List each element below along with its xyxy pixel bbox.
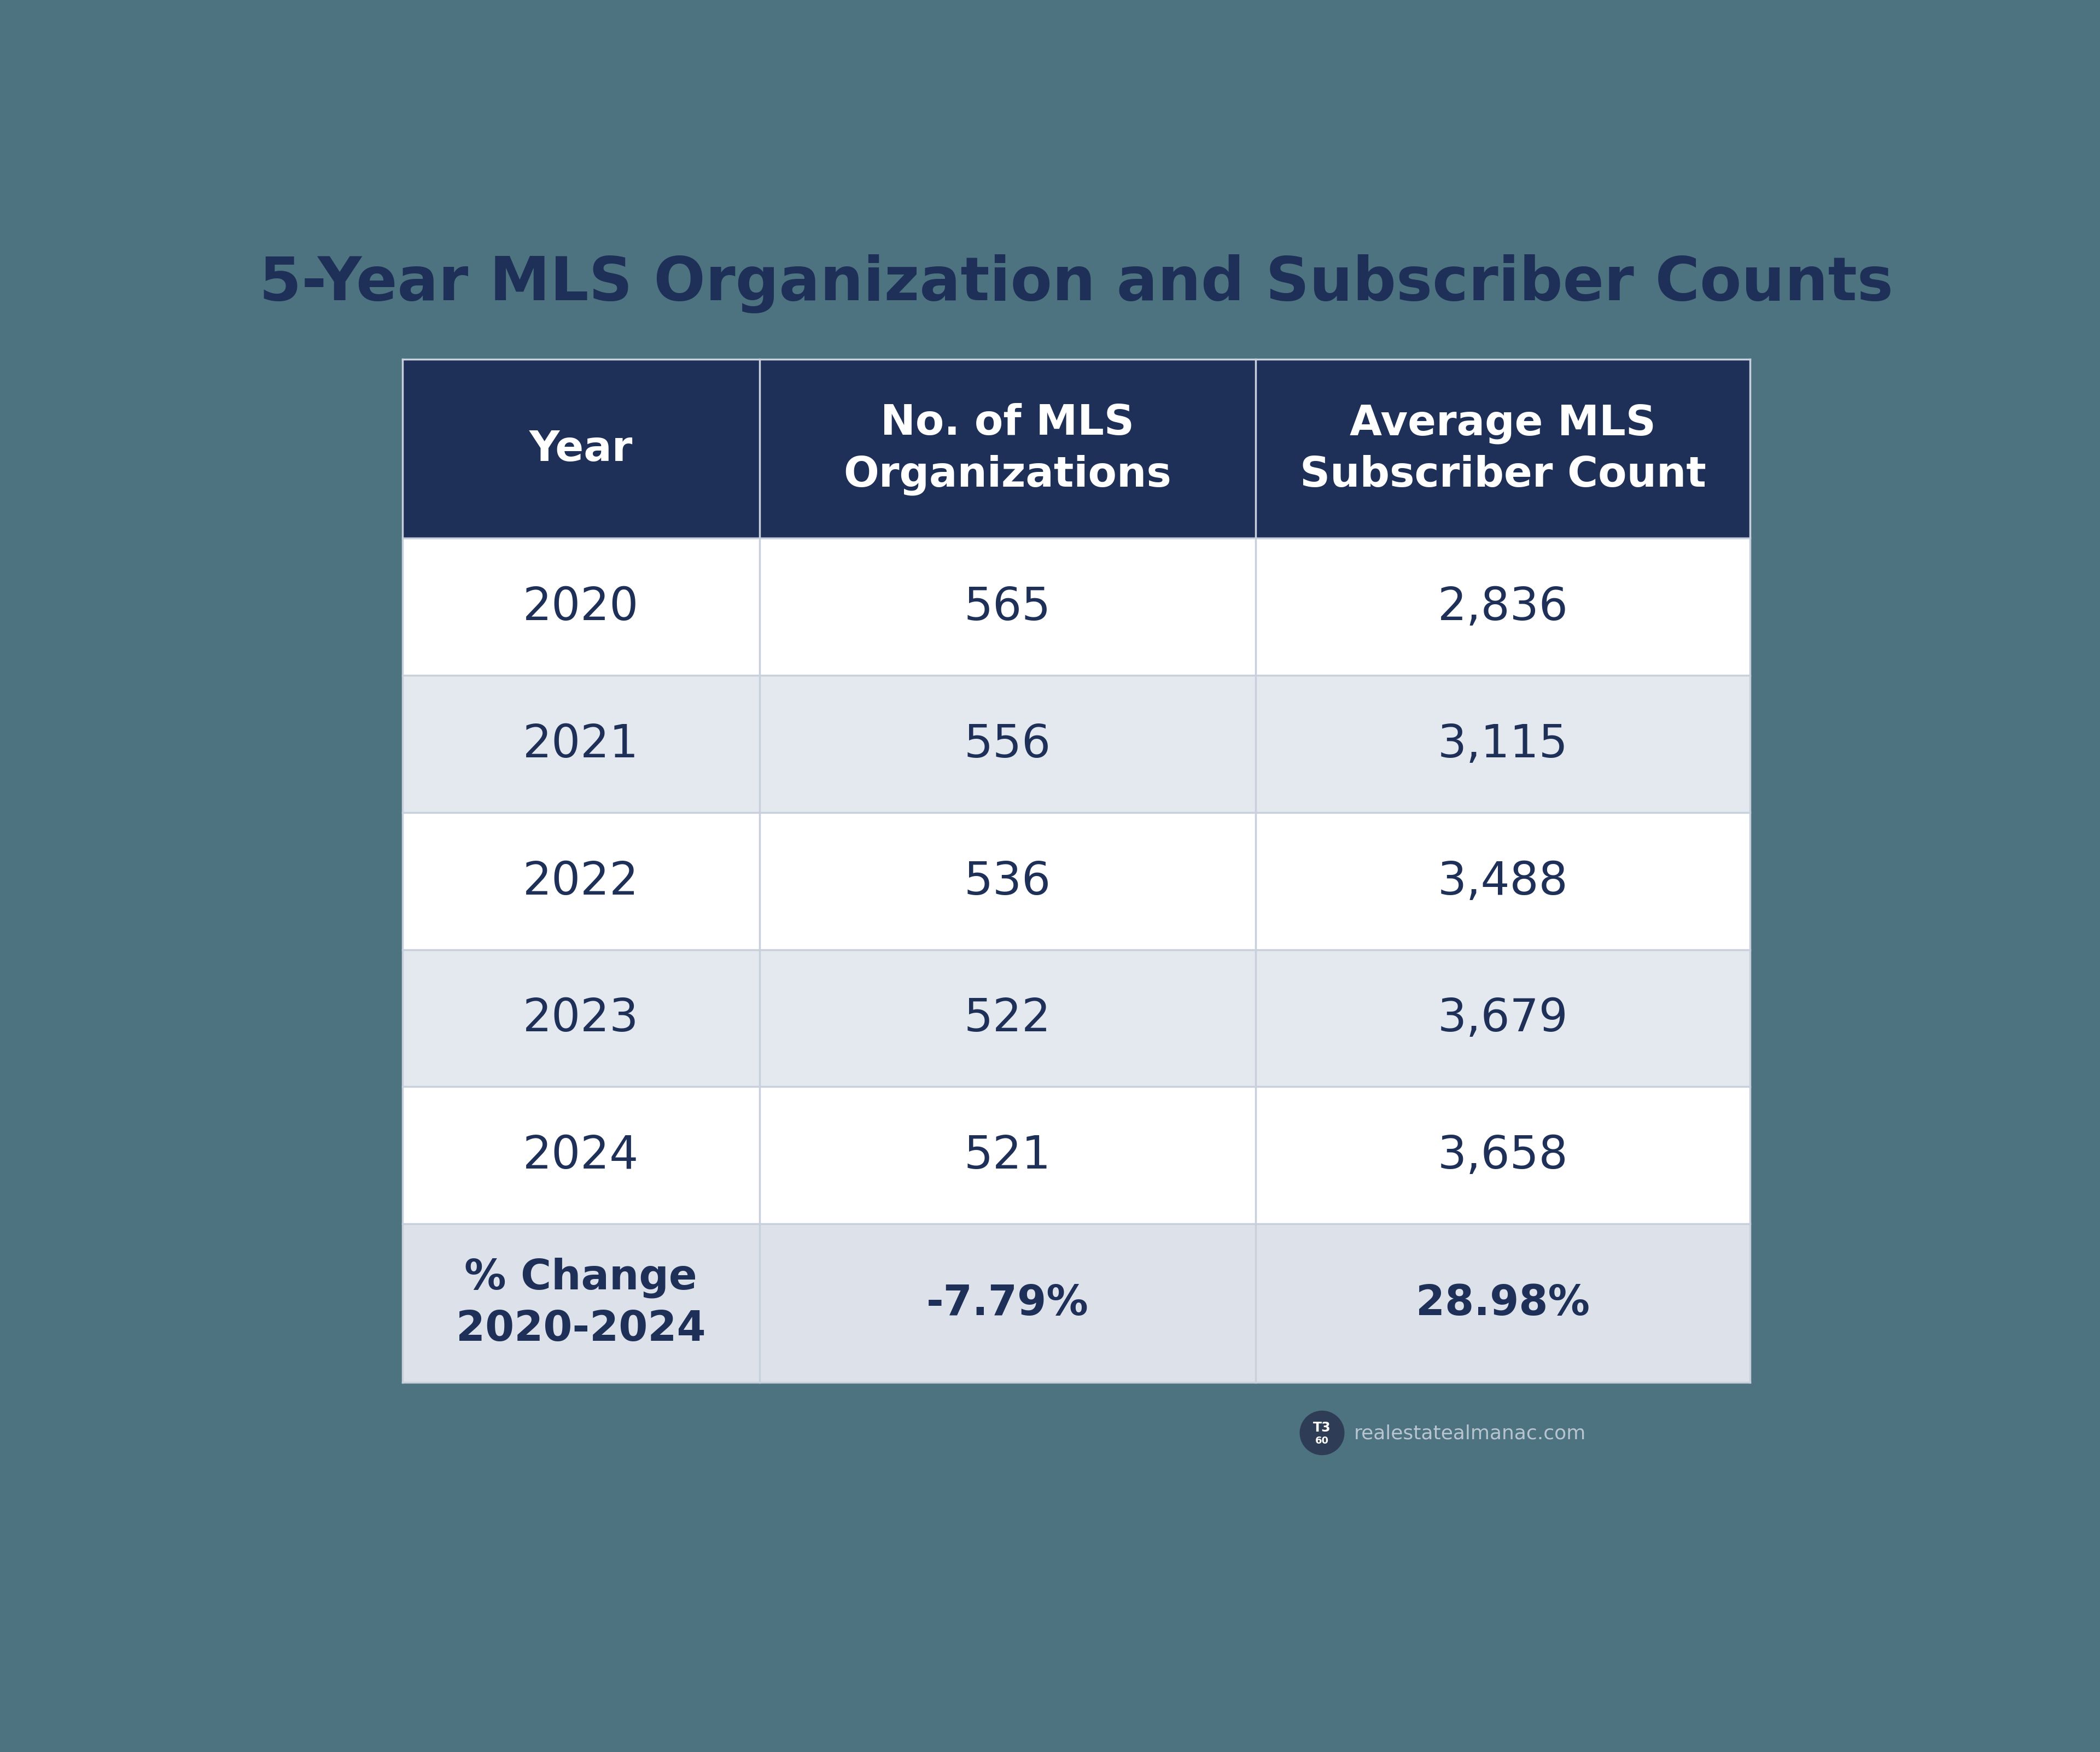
Text: 3,679: 3,679 (1438, 997, 1569, 1041)
Text: 521: 521 (964, 1134, 1052, 1177)
Bar (403, 813, 760, 950)
Text: 3,488: 3,488 (1438, 858, 1569, 904)
Bar (760, 538, 1256, 676)
Text: 2020: 2020 (523, 585, 638, 629)
Text: 3,115: 3,115 (1438, 722, 1569, 766)
Text: 3,658: 3,658 (1438, 1134, 1569, 1177)
Bar (760, 359, 1256, 538)
Bar (1256, 538, 1749, 676)
Bar (1256, 1086, 1749, 1225)
Text: Average MLS
Subscriber Count: Average MLS Subscriber Count (1300, 403, 1705, 496)
Text: 60: 60 (1315, 1435, 1329, 1445)
Bar (1256, 1225, 1749, 1382)
Text: -7.79%: -7.79% (926, 1282, 1088, 1323)
Bar (1256, 359, 1749, 538)
Bar (1256, 813, 1749, 950)
Text: No. of MLS
Organizations: No. of MLS Organizations (844, 403, 1172, 496)
Bar (403, 538, 760, 676)
Bar (1256, 950, 1749, 1086)
Text: 522: 522 (964, 997, 1052, 1041)
Text: realestatealmanac.com: realestatealmanac.com (1354, 1424, 1586, 1442)
Text: 556: 556 (964, 722, 1050, 766)
Bar (403, 676, 760, 813)
Bar (403, 1086, 760, 1225)
Bar (403, 950, 760, 1086)
Text: 536: 536 (964, 858, 1050, 904)
Text: T3: T3 (1312, 1421, 1331, 1433)
Text: 2024: 2024 (523, 1134, 638, 1177)
Bar (403, 1225, 760, 1382)
Text: 2021: 2021 (523, 722, 638, 766)
Text: 2,836: 2,836 (1438, 585, 1569, 629)
Text: 2022: 2022 (523, 858, 638, 904)
Bar (403, 359, 760, 538)
Bar (760, 1225, 1256, 1382)
Text: 2023: 2023 (523, 997, 638, 1041)
Bar (760, 950, 1256, 1086)
Text: Year: Year (529, 429, 632, 470)
Bar (760, 676, 1256, 813)
Text: % Change
2020-2024: % Change 2020-2024 (456, 1258, 706, 1349)
Text: 5-Year MLS Organization and Subscriber Counts: 5-Year MLS Organization and Subscriber C… (258, 254, 1894, 314)
Bar (760, 1086, 1256, 1225)
Circle shape (1300, 1410, 1344, 1454)
Bar (760, 813, 1256, 950)
Text: 28.98%: 28.98% (1415, 1282, 1590, 1323)
Text: 565: 565 (964, 585, 1050, 629)
Bar (1256, 676, 1749, 813)
